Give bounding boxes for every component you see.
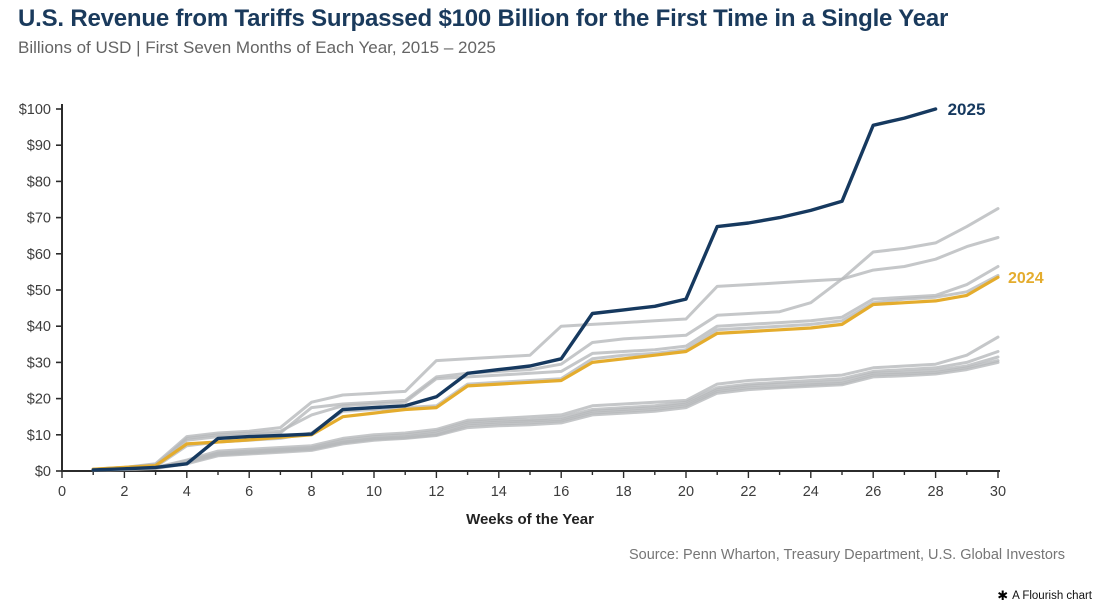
y-tick-label: $80: [27, 174, 51, 190]
y-tick-label: $10: [27, 428, 51, 444]
x-tick-label: 16: [553, 484, 569, 500]
plot-area: $0 $10 $20 $30 $40 $50 $60 $70 $80 $90 $100 0 2 4 6 8 10…: [0, 95, 1100, 535]
x-tick-label: 12: [428, 484, 444, 500]
series-line-2022: [91, 207, 1000, 471]
flourish-credit-link[interactable]: ✱ A Flourish chart: [997, 589, 1092, 602]
chart-header: U.S. Revenue from Tariffs Surpassed $100…: [18, 4, 1072, 59]
x-tick-label: 20: [678, 484, 694, 500]
series-label-2024: 2024: [1008, 270, 1044, 287]
series-line-2019: [91, 335, 1000, 472]
chart-subtitle: Billions of USD | First Seven Months of …: [18, 38, 496, 58]
series-line-2023: [91, 236, 1000, 471]
y-tick-label: $100: [19, 102, 51, 118]
y-tick-label: $90: [27, 138, 51, 154]
y-tick-label: $0: [35, 464, 51, 480]
x-tick-label: 0: [58, 484, 66, 500]
y-tick-label: $70: [27, 211, 51, 227]
series-line-2021: [91, 265, 1000, 472]
x-tick-label: 8: [308, 484, 316, 500]
flourish-credit-label: A Flourish chart: [1012, 589, 1092, 602]
series-line-2025: [91, 107, 938, 472]
x-tick-label: 24: [803, 484, 819, 500]
y-tick-label: $40: [27, 319, 51, 335]
x-axis-title: Weeks of the Year: [466, 511, 594, 528]
x-tick-label: 2: [120, 484, 128, 500]
x-tick-label: 18: [616, 484, 632, 500]
x-tick-label: 28: [928, 484, 944, 500]
series-label-2025: 2025: [948, 100, 986, 119]
x-tick-label: 14: [491, 484, 507, 500]
x-tick-label: 22: [740, 484, 756, 500]
x-tick-label: 4: [183, 484, 191, 500]
source-credit: Source: Penn Wharton, Treasury Departmen…: [629, 547, 1065, 563]
y-tick-label: $30: [27, 355, 51, 371]
y-tick-label: $20: [27, 392, 51, 408]
x-tick-label: 6: [245, 484, 253, 500]
chart-title: U.S. Revenue from Tariffs Surpassed $100…: [18, 5, 949, 32]
series-group: [91, 107, 1000, 472]
x-tick-label: 30: [990, 484, 1006, 500]
series-line-2024: [91, 275, 1000, 471]
flourish-logo-icon: ✱: [997, 588, 1009, 603]
y-tick-label: $50: [27, 283, 51, 299]
y-tick-label: $60: [27, 247, 51, 263]
x-tick-label: 10: [366, 484, 382, 500]
x-tick-label: 26: [865, 484, 881, 500]
series-line-2018: [91, 350, 1000, 472]
